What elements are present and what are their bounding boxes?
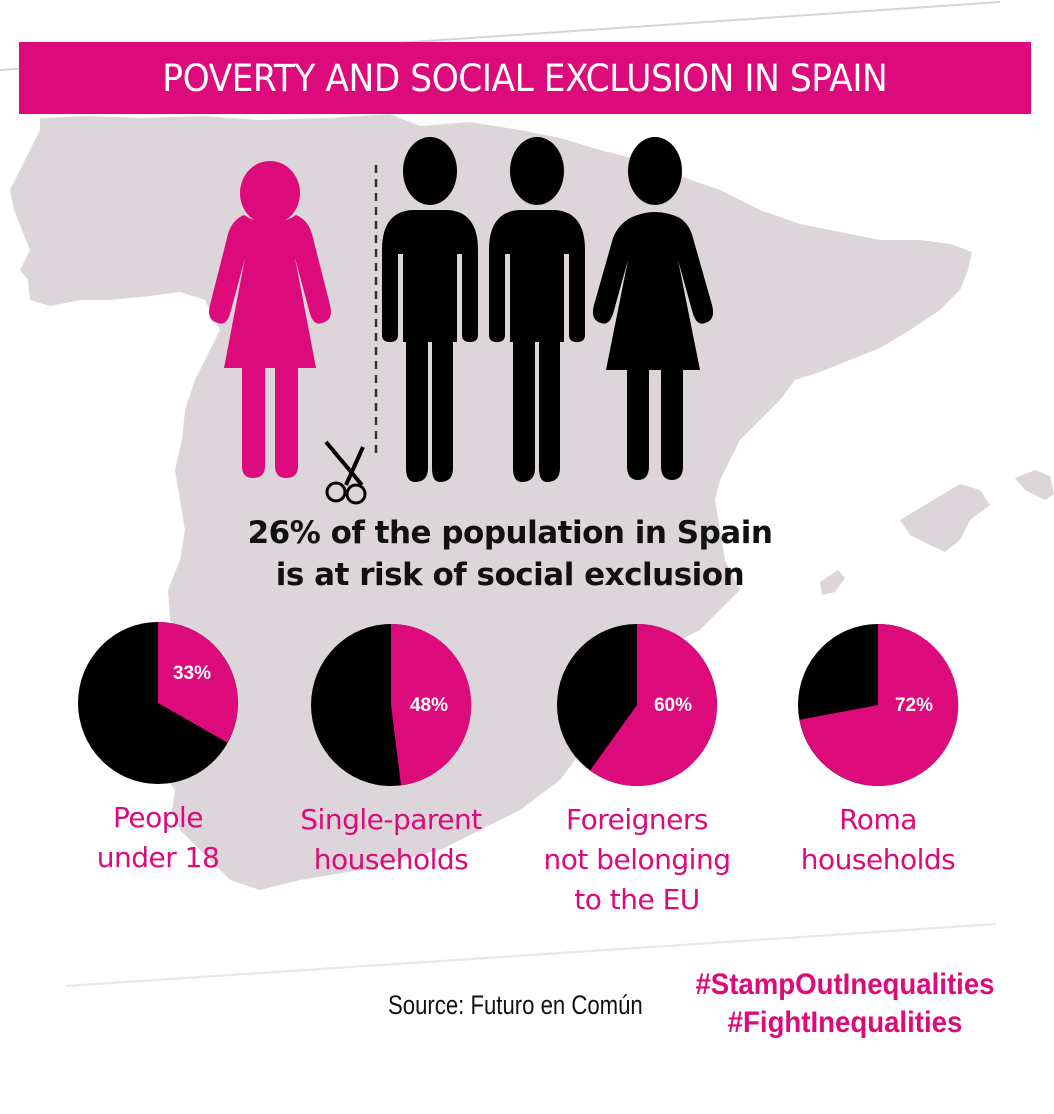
pie-label: Roma households: [758, 800, 998, 880]
pie-48-icon: 48%: [311, 623, 472, 786]
page-title: POVERTY AND SOCIAL EXCLUSION IN SPAIN: [162, 56, 888, 100]
pie-chart-single-parent-households: 48% Single-parent households: [271, 622, 511, 880]
pie-value: 72%: [895, 695, 933, 716]
pie-label-line: under 18: [96, 841, 220, 874]
man-figure-icon: [382, 137, 478, 482]
headline-statement: 26% of the population in Spain is at ris…: [200, 512, 820, 596]
pie-label-line: People: [112, 801, 204, 834]
headline-line-2: is at risk of social exclusion: [275, 557, 745, 593]
pie-label: People under 18: [38, 798, 278, 878]
hashtags: #StampOutInequalities #FightInequalities: [660, 966, 1030, 1042]
pie-label-line: households: [313, 843, 469, 876]
pie-value: 48%: [410, 695, 448, 716]
pie-label-line: Single-parent: [300, 803, 482, 836]
scissors-icon: [324, 440, 367, 505]
pie-label-line: Foreigners: [566, 803, 709, 836]
hashtag-fight-inequalities: #FightInequalities: [727, 1006, 963, 1039]
pie-label: Single-parent households: [271, 800, 511, 880]
population-pictogram: [209, 137, 714, 505]
pie-60-icon: 60%: [557, 624, 718, 786]
pie-value: 33%: [173, 663, 211, 684]
pie-label-line: Roma: [839, 803, 917, 836]
pie-33-icon: 33%: [78, 622, 238, 784]
pie-chart-roma-households: 72% Roma households: [758, 622, 998, 880]
pie-value: 60%: [654, 695, 692, 716]
woman-figure-highlighted-icon: [209, 161, 331, 478]
pie-label-line: households: [800, 843, 956, 876]
pie-72-icon: 72%: [798, 623, 959, 786]
pie-chart-foreigners-non-eu: 60% Foreigners not belonging to the EU: [517, 622, 757, 920]
source-credit: Source: Futuro en Común: [388, 990, 643, 1020]
hashtag-stamp-out-inequalities: #StampOutInequalities: [695, 968, 995, 1001]
man-figure-icon: [489, 137, 585, 482]
pie-label: Foreigners not belonging to the EU: [517, 800, 757, 920]
pie-label-line: not belonging: [543, 843, 731, 876]
headline-line-1: 26% of the population in Spain: [247, 515, 773, 551]
pie-label-line: to the EU: [574, 883, 700, 916]
woman-figure-icon: [592, 137, 714, 480]
title-banner: POVERTY AND SOCIAL EXCLUSION IN SPAIN: [19, 42, 1031, 114]
pie-chart-people-under-18: 33% People under 18: [38, 620, 278, 878]
